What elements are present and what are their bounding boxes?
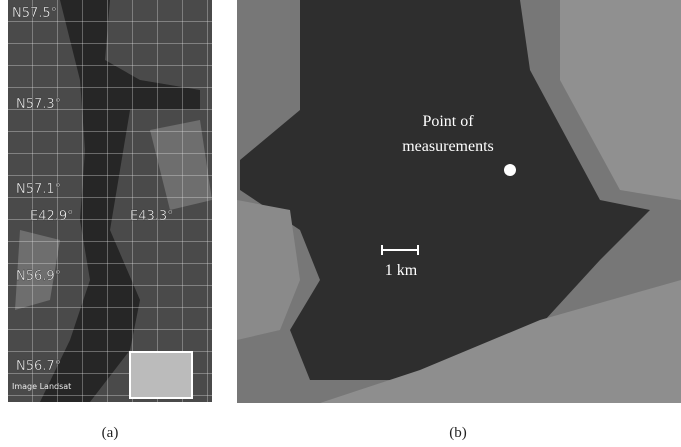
caption: (a) <box>102 425 119 441</box>
figure: N57.5° N57.3° N57.1° E42.9° E43.3° N56.9… <box>0 0 681 447</box>
caption: (b) <box>449 425 467 441</box>
lon-label: E43.3° <box>130 209 174 224</box>
panel-b: Point of measurements 1 km <box>237 0 681 403</box>
lat-label: N57.3° <box>16 97 61 112</box>
page: N57.5° N57.3° N57.1° E42.9° E43.3° N56.9… <box>0 0 681 447</box>
point-label: measurements <box>402 138 494 155</box>
grid <box>8 0 212 402</box>
lat-label: N56.9° <box>16 269 61 284</box>
panel-a: N57.5° N57.3° N57.1° E42.9° E43.3° N56.9… <box>8 0 212 402</box>
lon-label: E42.9° <box>30 209 74 224</box>
inset <box>130 352 192 398</box>
point-label: Point of <box>422 113 474 130</box>
scale-label: 1 km <box>385 262 418 279</box>
measurement-point <box>504 164 516 176</box>
lat-label: N56.7° <box>16 359 61 374</box>
lat-label: N57.1° <box>16 182 61 197</box>
credit: Image Landsat <box>12 382 71 391</box>
lat-label: N57.5° <box>12 6 57 21</box>
